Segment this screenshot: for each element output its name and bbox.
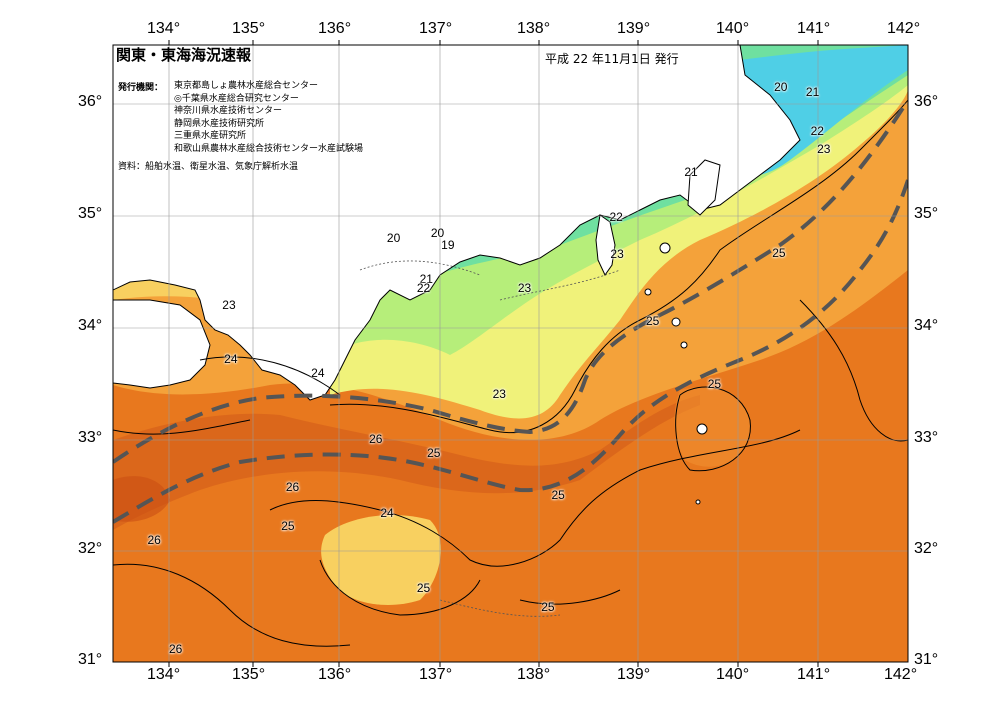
contour-label: 25 bbox=[416, 580, 431, 595]
publisher-item: 神奈川県水産技術センター bbox=[174, 106, 283, 117]
lon-tick-top: 142° bbox=[887, 20, 921, 37]
contour-lines bbox=[113, 99, 908, 647]
lon-tick-bottom: 141° bbox=[797, 666, 831, 683]
kuroshio-north-edge bbox=[113, 98, 908, 464]
lat-tick-right: 36° bbox=[914, 93, 939, 110]
contour-label: 20 bbox=[774, 79, 788, 94]
lat-tick-left: 36° bbox=[78, 93, 103, 110]
land-izu bbox=[595, 214, 616, 276]
lon-tick-top: 139° bbox=[617, 20, 651, 37]
lat-tick-right: 35° bbox=[914, 205, 939, 222]
sea-zone-24-south bbox=[321, 515, 441, 605]
contour-label: 23 bbox=[222, 298, 236, 313]
contour-label: 25 bbox=[645, 313, 660, 328]
land-shikoku bbox=[113, 299, 211, 389]
sea-zone-27b bbox=[113, 476, 170, 522]
contour-label: 22 bbox=[609, 209, 623, 224]
lon-tick-bottom: 140° bbox=[716, 666, 750, 683]
issue-date: 平成 22 年11月1日 発行 bbox=[545, 52, 679, 66]
contour-label: 25 bbox=[281, 519, 295, 534]
graticule bbox=[113, 45, 908, 662]
contour-label: 25 bbox=[707, 376, 722, 391]
lon-tick-bottom: 139° bbox=[617, 666, 651, 683]
contour-label: 26 bbox=[285, 479, 300, 494]
sea-zone-25-east bbox=[674, 386, 750, 467]
island-mikura bbox=[680, 341, 688, 349]
contour-label: 23 bbox=[492, 386, 506, 401]
contour-label: 22 bbox=[416, 281, 431, 296]
lat-tick-left: 33° bbox=[78, 429, 103, 446]
publishers-label: 発行機関： bbox=[118, 83, 164, 93]
lon-tick-top: 135° bbox=[232, 20, 266, 37]
contour-label: 25 bbox=[427, 446, 441, 461]
contour-label: 25 bbox=[551, 487, 565, 502]
lat-tick-right: 32° bbox=[914, 540, 939, 557]
contour-label: 21 bbox=[419, 272, 433, 287]
contour-label: 21 bbox=[805, 85, 820, 100]
lon-tick-bottom: 136° bbox=[318, 666, 352, 683]
lat-tick-right: 33° bbox=[914, 429, 939, 446]
lat-tick-right: 31° bbox=[914, 651, 939, 668]
contour-label: 21 bbox=[684, 164, 698, 179]
contour-label: 22 bbox=[810, 124, 824, 139]
contour-label: 26 bbox=[168, 641, 183, 656]
lat-tick-right: 34° bbox=[914, 317, 939, 334]
lon-tick-bottom: 134° bbox=[147, 666, 181, 683]
data-source: 資料：船舶水温、衛星水温、気象庁解析水温 bbox=[118, 162, 299, 172]
dotted-contours bbox=[359, 260, 621, 617]
island-niijima bbox=[644, 288, 652, 296]
contour-label: 25 bbox=[541, 600, 555, 615]
publisher-item: ◎千葉県水産総合研究センター bbox=[174, 93, 299, 104]
tick-marks bbox=[168, 40, 819, 667]
contour-label: 26 bbox=[147, 532, 161, 547]
island-miyake bbox=[671, 317, 681, 327]
map-frame bbox=[112, 44, 909, 663]
contour-label: 23 bbox=[610, 246, 624, 261]
publisher-item: 三重県水産研究所 bbox=[174, 131, 247, 142]
lon-tick-bottom: 135° bbox=[232, 666, 266, 683]
contour-label: 19 bbox=[441, 237, 455, 252]
contour-label: 23 bbox=[817, 142, 831, 157]
contour-label: 24 bbox=[224, 352, 238, 367]
lon-tick-top: 141° bbox=[797, 20, 831, 37]
island-aogashima bbox=[695, 499, 701, 505]
contour-label: 25 bbox=[772, 245, 786, 260]
lon-tick-top: 138° bbox=[517, 20, 551, 37]
publisher-item: 静岡県水産技術研究所 bbox=[174, 118, 265, 129]
contour-label: 20 bbox=[386, 230, 401, 245]
publisher-item: 和歌山県農林水産総合技術センター水産試験場 bbox=[174, 143, 364, 154]
island-hachijo bbox=[696, 423, 708, 435]
map-title: 関東・東海海況速報 bbox=[116, 46, 252, 64]
contour-label: 23 bbox=[517, 281, 532, 296]
lat-tick-left: 35° bbox=[78, 205, 103, 222]
publisher-item: 東京都島しょ農林水産総合センター bbox=[174, 81, 319, 91]
lat-tick-left: 32° bbox=[78, 540, 103, 557]
land-boso bbox=[687, 159, 721, 216]
island-oshima bbox=[659, 242, 671, 254]
contour-label: 24 bbox=[311, 365, 325, 380]
lon-tick-bottom: 137° bbox=[419, 666, 453, 683]
contour-label: 26 bbox=[369, 431, 383, 446]
land-honshu bbox=[113, 45, 801, 401]
publisher-list: 東京都島しょ農林水産総合センター ◎千葉県水産総合研究センター 神奈川県水産技術… bbox=[174, 80, 363, 156]
lat-tick-left: 31° bbox=[78, 651, 103, 668]
lon-tick-bottom: 142° bbox=[884, 666, 918, 683]
lon-tick-bottom: 138° bbox=[517, 666, 551, 683]
contour-label: 20 bbox=[430, 226, 445, 241]
map-body bbox=[113, 45, 908, 662]
lon-tick-top: 134° bbox=[147, 20, 181, 37]
lat-tick-left: 34° bbox=[78, 317, 103, 334]
contour-label: 24 bbox=[380, 505, 394, 520]
lon-tick-top: 140° bbox=[716, 20, 750, 37]
kuroshio-south-edge bbox=[113, 179, 908, 524]
lon-tick-top: 137° bbox=[419, 20, 453, 37]
lon-tick-top: 136° bbox=[318, 20, 352, 37]
